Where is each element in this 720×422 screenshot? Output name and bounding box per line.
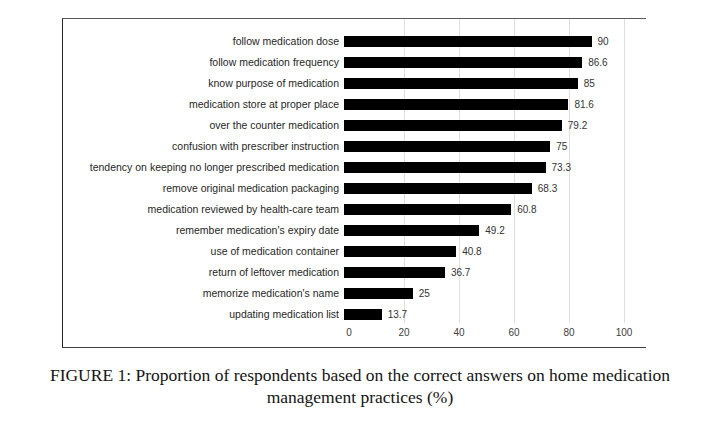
bar-row: follow medication dose 90: [63, 31, 641, 52]
category-label: remove original medication packaging: [63, 178, 344, 199]
category-label: remember medication's expiry date: [63, 220, 344, 241]
bar-row: know purpose of medication 85: [63, 73, 641, 94]
x-tick-label: 100: [616, 325, 633, 341]
figure-page: follow medication dose90follow medicatio…: [0, 0, 720, 422]
x-tick-label: 0: [346, 325, 352, 341]
value-label: 60.8: [517, 199, 536, 220]
value-label: 81.6: [574, 94, 593, 115]
bar: [344, 99, 568, 110]
bar: [344, 204, 511, 215]
bar-track: 85: [344, 73, 622, 94]
bar: [344, 162, 546, 173]
bar-row: medication store at proper place 81.6: [63, 94, 641, 115]
bar-track: 81.6: [344, 94, 622, 115]
bar-track: 60.8: [344, 199, 622, 220]
category-label: medication reviewed by health-care team: [63, 199, 344, 220]
x-tick-label: 20: [398, 325, 409, 341]
bar-chart: follow medication dose90follow medicatio…: [62, 18, 646, 348]
category-label: tendency on keeping no longer prescribed…: [63, 157, 344, 178]
bar: [344, 120, 562, 131]
category-label: return of leftover medication: [63, 262, 344, 283]
bar-track: 90: [344, 31, 622, 52]
bar-row: updating medication list 13.7: [63, 304, 641, 325]
bar-row: memorize medication's name 25: [63, 283, 641, 304]
bar-row: over the counter medication 79.2: [63, 115, 641, 136]
value-label: 79.2: [568, 115, 587, 136]
bar-track: 36.7: [344, 262, 622, 283]
x-tick-label: 60: [508, 325, 519, 341]
category-label: follow medication frequency: [63, 52, 344, 73]
bar-row: use of medication container 40.8: [63, 241, 641, 262]
category-label: know purpose of medication: [63, 73, 344, 94]
bar: [344, 288, 413, 299]
bar-track: 25: [344, 283, 622, 304]
value-label: 36.7: [451, 262, 470, 283]
category-label: memorize medication's name: [63, 283, 344, 304]
bar-track: 68.3: [344, 178, 622, 199]
bar-row: remember medication's expiry date 49.2: [63, 220, 641, 241]
bar-track: 40.8: [344, 241, 622, 262]
bar-track: 13.7: [344, 304, 622, 325]
bar-track: 49.2: [344, 220, 622, 241]
bar-track: 79.2: [344, 115, 622, 136]
value-label: 49.2: [485, 220, 504, 241]
bar-row: return of leftover medication 36.7: [63, 262, 641, 283]
bar: [344, 141, 550, 152]
bar-track: 75: [344, 136, 622, 157]
category-label: confusion with prescriber instruction: [63, 136, 344, 157]
caption-line-2: management practices (%): [0, 386, 720, 408]
bar: [344, 36, 592, 47]
bar-row: remove original medication packaging 68.3: [63, 178, 641, 199]
category-label: use of medication container: [63, 241, 344, 262]
value-label: 40.8: [462, 241, 481, 262]
x-tick-label: 80: [563, 325, 574, 341]
x-tick-label: 40: [453, 325, 464, 341]
bar: [344, 309, 382, 320]
value-label: 86.6: [588, 52, 607, 73]
value-label: 25: [419, 283, 430, 304]
value-label: 73.3: [552, 157, 571, 178]
figure-caption: FIGURE 1: Proportion of respondents base…: [0, 364, 720, 408]
bar: [344, 267, 445, 278]
plot-rows: follow medication dose90follow medicatio…: [63, 31, 641, 325]
bar-track: 73.3: [344, 157, 622, 178]
bar: [344, 246, 456, 257]
value-label: 13.7: [388, 304, 407, 325]
x-axis: 020406080100: [349, 325, 627, 341]
category-label: follow medication dose: [63, 31, 344, 52]
bar: [344, 225, 479, 236]
bar-track: 86.6: [344, 52, 622, 73]
bar-row: follow medication frequency 86.6: [63, 52, 641, 73]
bar: [344, 57, 582, 68]
caption-line-1: FIGURE 1: Proportion of respondents base…: [0, 364, 720, 386]
value-label: 75: [556, 136, 567, 157]
category-label: medication store at proper place: [63, 94, 344, 115]
category-label: updating medication list: [63, 304, 344, 325]
value-label: 90: [598, 31, 609, 52]
bar-row: confusion with prescriber instruction 75: [63, 136, 641, 157]
value-label: 85: [584, 73, 595, 94]
category-label: over the counter medication: [63, 115, 344, 136]
bar-row: medication reviewed by health-care team 6…: [63, 199, 641, 220]
bar-row: tendency on keeping no longer prescribed…: [63, 157, 641, 178]
bar: [344, 78, 578, 89]
value-label: 68.3: [538, 178, 557, 199]
bar: [344, 183, 532, 194]
